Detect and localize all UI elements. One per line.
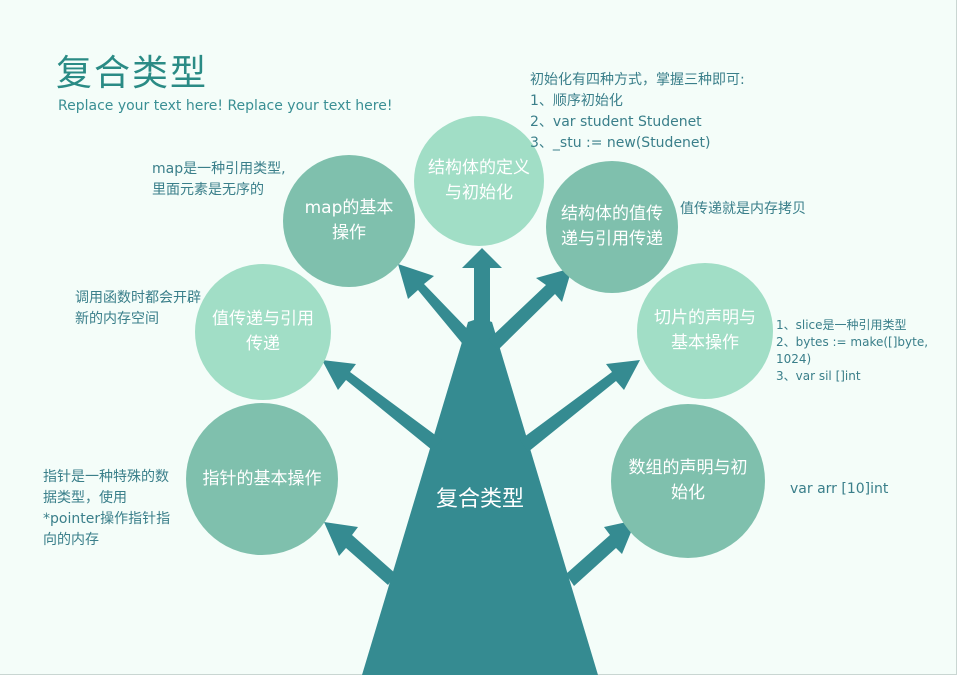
tree-trunk	[362, 318, 598, 675]
branch-arrow-pointer	[324, 522, 396, 585]
node-array: 数组的声明与初始化	[611, 404, 765, 558]
page-subtitle: Replace your text here! Replace your tex…	[58, 98, 393, 114]
note-array: var arr [10]int	[790, 481, 889, 497]
trunk-label: 复合类型	[435, 487, 524, 512]
node-map: map的基本操作	[283, 155, 415, 287]
branch-arrow-struct-def	[462, 248, 502, 420]
branch-arrow-struct-value	[488, 268, 572, 350]
note-value-ref: 调用函数时都会开辟新的内存空间	[75, 290, 201, 327]
note-struct-value: 值传递就是内存拷贝	[680, 201, 806, 217]
note-pointer: 指针是一种特殊的数据类型，使用*pointer操作指针指向的内存	[43, 469, 171, 548]
note-struct-def: 初始化有四种方式，掌握三种即可: 1、顺序初始化 2、var student S…	[530, 72, 745, 151]
page-title: 复合类型	[56, 53, 209, 94]
note-slice: 1、slice是一种引用类型 2、bytes := make([]byte, 1…	[776, 318, 929, 383]
note-map: map是一种引用类型,里面元素是无序的	[152, 161, 286, 198]
node-slice: 切片的声明与基本操作	[637, 263, 773, 399]
branch-arrow-slice	[520, 360, 640, 452]
branch-arrow-array	[566, 520, 636, 586]
branch-arrow-value-ref	[322, 360, 442, 450]
node-struct-def: 结构体的定义与初始化	[414, 116, 544, 246]
node-struct-value: 结构体的值传递与引用传递	[546, 161, 678, 293]
branch-arrow-map	[398, 264, 478, 348]
node-value-ref: 值传递与引用传递	[195, 264, 331, 400]
node-pointer: 指针的基本操作	[186, 403, 338, 555]
